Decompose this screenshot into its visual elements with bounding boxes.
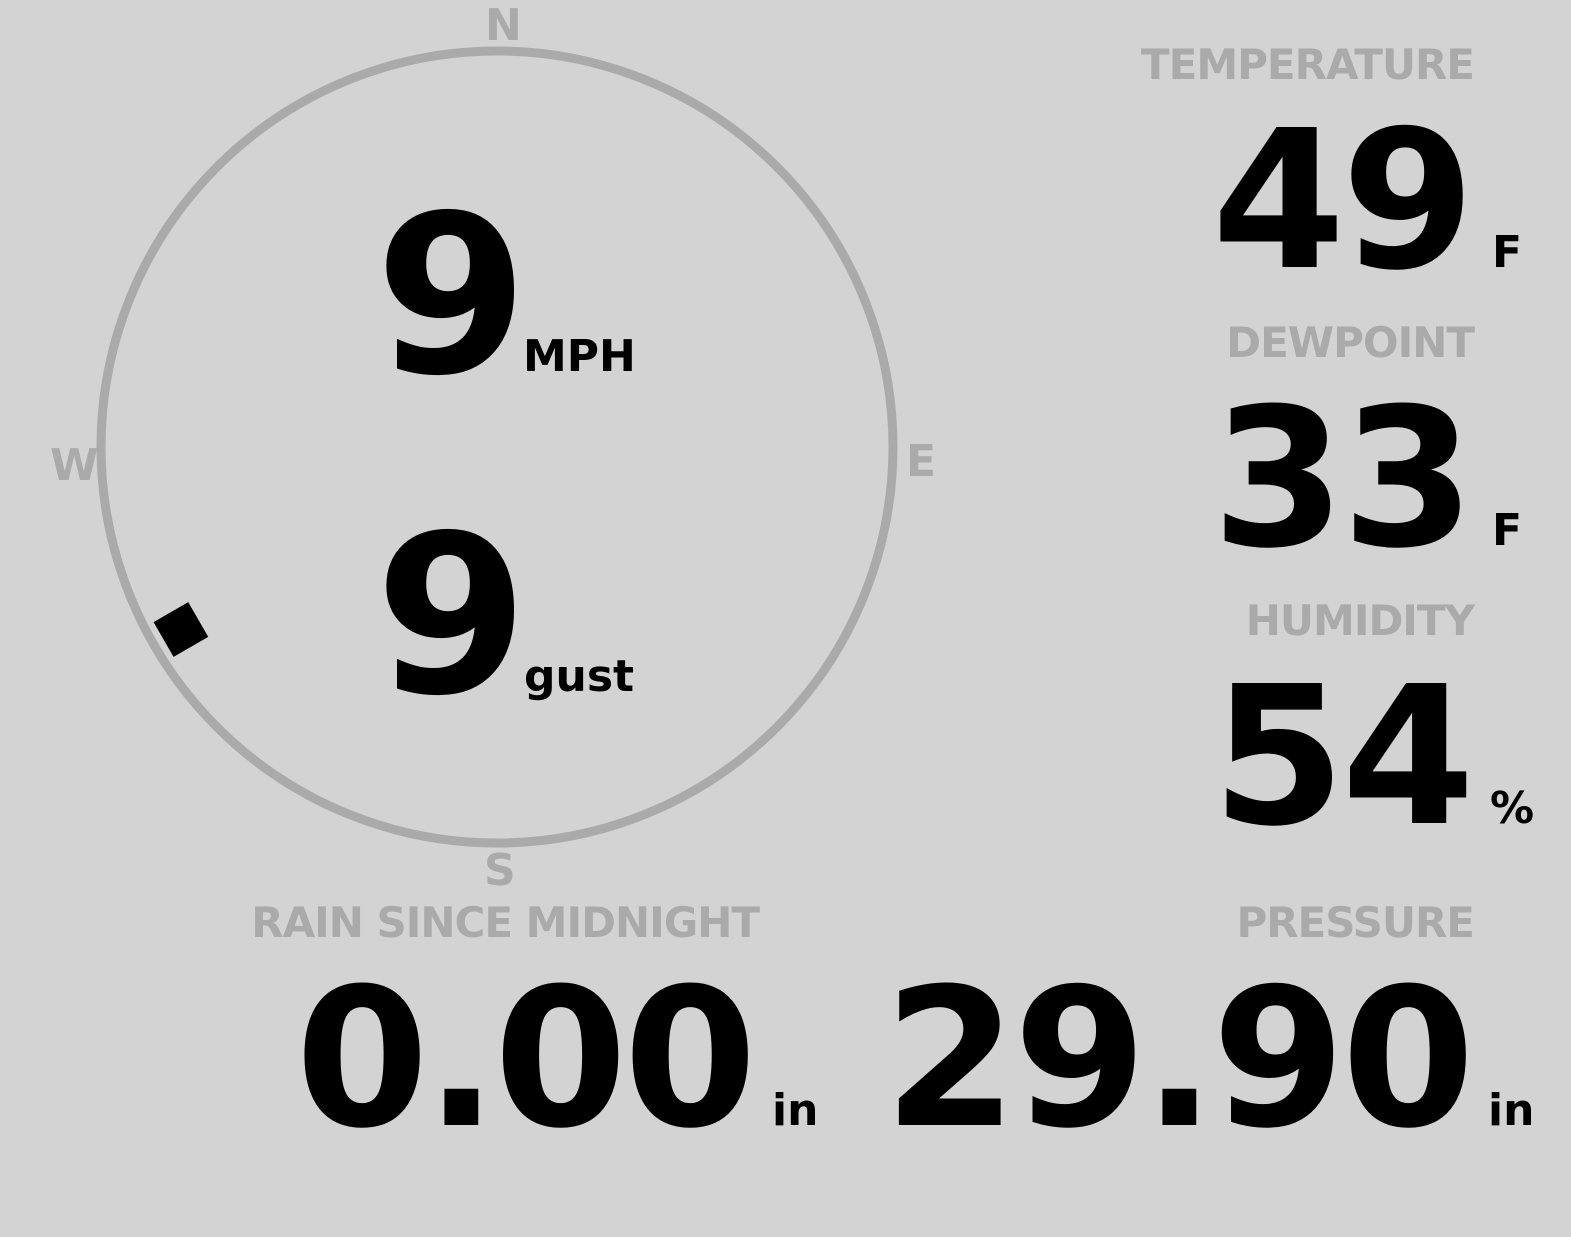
wind-speed-value: 9 [375,168,528,424]
compass-west-label: W [50,440,99,491]
rain-unit: in [772,1085,819,1136]
pressure-unit: in [1488,1085,1535,1136]
dewpoint-unit: F [1492,505,1523,556]
dewpoint-label: DEWPOINT [1226,318,1475,367]
rain-label: RAIN SINCE MIDNIGHT [251,898,760,947]
humidity-value: 54 [1211,646,1475,869]
compass-north-label: N [485,0,522,51]
compass-south-label: S [484,845,516,896]
wind-speed-unit: MPH [523,331,636,382]
rain-value: 0.00 [295,948,757,1171]
humidity-unit: % [1490,783,1535,834]
pressure-label: PRESSURE [1236,898,1475,947]
wind-direction-marker [153,602,209,657]
temperature-unit: F [1492,227,1523,278]
pressure-value: 29.90 [883,948,1475,1171]
temperature-label: TEMPERATURE [1141,40,1475,89]
humidity-label: HUMIDITY [1245,596,1475,645]
compass-ring [96,46,898,848]
temperature-value: 49 [1211,90,1475,313]
wind-gust-unit: gust [524,651,635,702]
dewpoint-value: 33 [1211,368,1475,591]
wind-gust-value: 9 [375,488,528,744]
compass-east-label: E [906,436,937,487]
wind-compass [96,46,898,848]
